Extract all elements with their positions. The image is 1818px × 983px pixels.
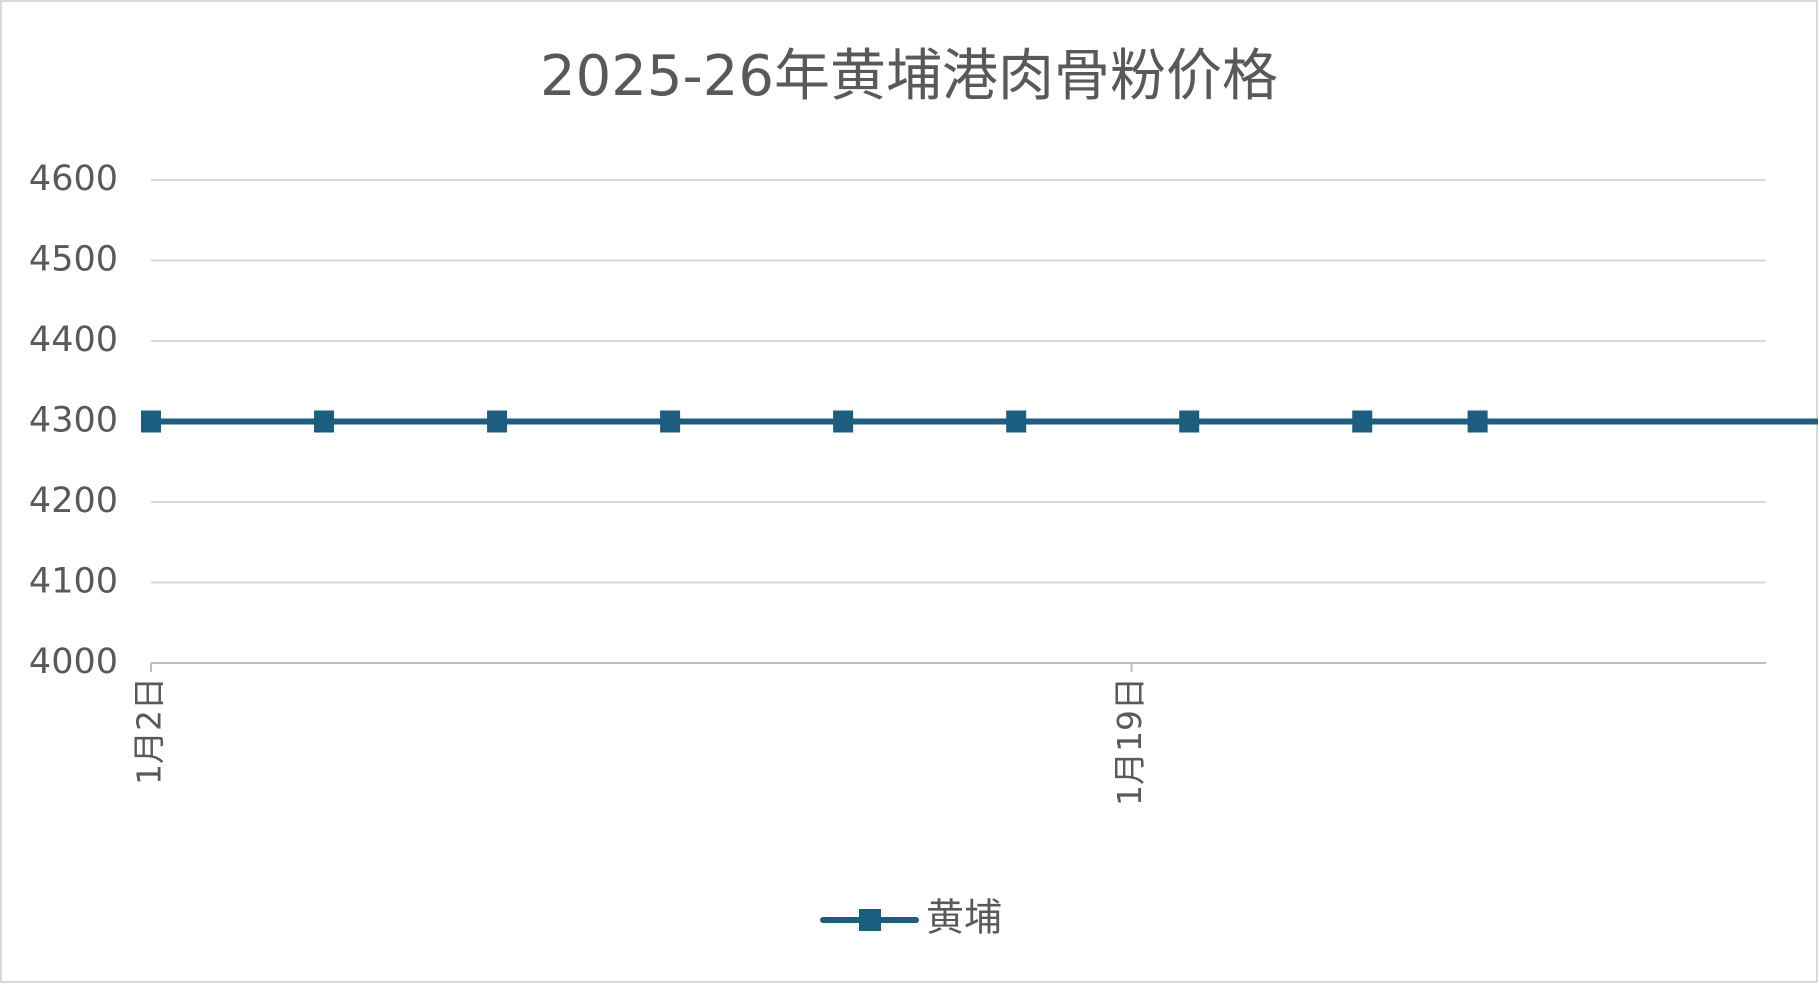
chart-title: 2025-26年黄埔港肉骨粉价格 <box>540 44 1278 109</box>
marker <box>141 410 161 433</box>
marker <box>314 410 335 433</box>
legend-marker <box>859 909 881 931</box>
y-tick-label: 4400 <box>29 320 118 360</box>
y-tick-label: 4300 <box>29 401 118 441</box>
y-tick-label: 4500 <box>29 240 118 280</box>
marker <box>833 410 854 433</box>
x-tick-label: 1月19日 <box>1110 677 1149 806</box>
y-tick-label: 4100 <box>29 562 118 602</box>
y-tick-label: 4600 <box>29 159 118 199</box>
marker <box>1467 410 1488 433</box>
legend-label: 黄埔 <box>926 896 1002 940</box>
marker <box>487 410 508 433</box>
y-tick-label: 4000 <box>29 642 118 682</box>
y-tick-label: 4200 <box>29 481 118 521</box>
marker <box>1179 410 1200 433</box>
marker <box>660 410 681 433</box>
marker <box>1006 410 1027 433</box>
x-tick-label: 1月2日 <box>130 677 169 785</box>
marker <box>1352 410 1373 433</box>
